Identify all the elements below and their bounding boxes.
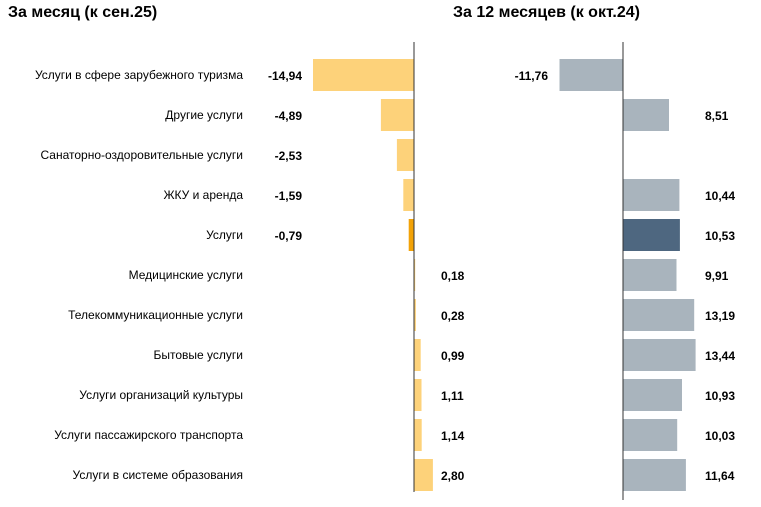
month-bar: [414, 339, 421, 371]
category-label: Телекоммуникационные услуги: [68, 308, 243, 322]
year-bar: [623, 99, 669, 131]
month-bar: [313, 59, 414, 91]
year-bar: [623, 179, 680, 211]
month-bar: [380, 99, 414, 131]
year-bar: [623, 379, 682, 411]
year-value-label: 9,91: [705, 269, 729, 283]
month-bar: [414, 299, 416, 331]
category-label: ЖКУ и аренда: [163, 188, 243, 202]
year-value-label: 10,93: [705, 389, 735, 403]
month-value-label: -1,59: [275, 189, 303, 203]
year-value-label: 8,51: [705, 109, 729, 123]
year-bar: [623, 219, 680, 251]
year-bar: [623, 259, 677, 291]
month-bar: [414, 379, 422, 411]
month-bar: [414, 259, 416, 291]
year-bar: [623, 339, 696, 371]
monthly-change-chart: Услуги в сфере зарубежного туризма -14,94…: [35, 42, 465, 492]
month-bar: [414, 459, 433, 491]
year-bar: [623, 299, 695, 331]
month-value-label: 0,18: [441, 269, 465, 283]
annual-change-chart: -11,76 8,51 10,44 10,53 9,91 13,19 13,44 10,93 1…: [515, 42, 735, 500]
month-value-label: 0,28: [441, 309, 465, 323]
chart-title-month: За месяц (к сен.25): [8, 4, 158, 21]
category-label: Услуги пассажирского транспорта: [54, 428, 243, 442]
month-value-label: -0,79: [275, 229, 303, 243]
year-value-label: 10,53: [705, 229, 735, 243]
category-label: Услуги организаций культуры: [79, 388, 243, 402]
month-value-label: -14,94: [268, 69, 302, 83]
year-value-label: 11,64: [705, 469, 735, 483]
month-bar: [396, 139, 414, 171]
category-label: Другие услуги: [165, 108, 243, 122]
year-value-label: -11,76: [515, 69, 549, 83]
month-value-label: -4,89: [275, 109, 303, 123]
category-label: Санаторно-оздоровительные услуги: [41, 148, 244, 162]
month-bar: [408, 219, 414, 251]
month-value-label: 1,14: [441, 429, 465, 443]
month-value-label: 0,99: [441, 349, 465, 363]
category-label: Бытовые услуги: [154, 348, 244, 362]
year-value-label: 13,19: [705, 309, 735, 323]
year-bar: [559, 59, 623, 91]
month-bar: [414, 419, 422, 451]
category-label: Медицинские услуги: [129, 268, 243, 282]
category-label: Услуги в сфере зарубежного туризма: [35, 68, 243, 82]
year-value-label: 10,03: [705, 429, 735, 443]
year-bar: [623, 459, 686, 491]
category-label: Услуги: [206, 228, 243, 242]
month-bar: [403, 179, 414, 211]
month-value-label: 1,11: [441, 389, 464, 403]
month-value-label: 2,80: [441, 469, 465, 483]
year-bar: [623, 419, 678, 451]
category-label: Услуги в системе образования: [73, 468, 243, 482]
chart-title-year: За 12 месяцев (к окт.24): [453, 4, 640, 21]
month-value-label: -2,53: [275, 149, 303, 163]
year-value-label: 13,44: [705, 349, 735, 363]
year-value-label: 10,44: [705, 189, 735, 203]
